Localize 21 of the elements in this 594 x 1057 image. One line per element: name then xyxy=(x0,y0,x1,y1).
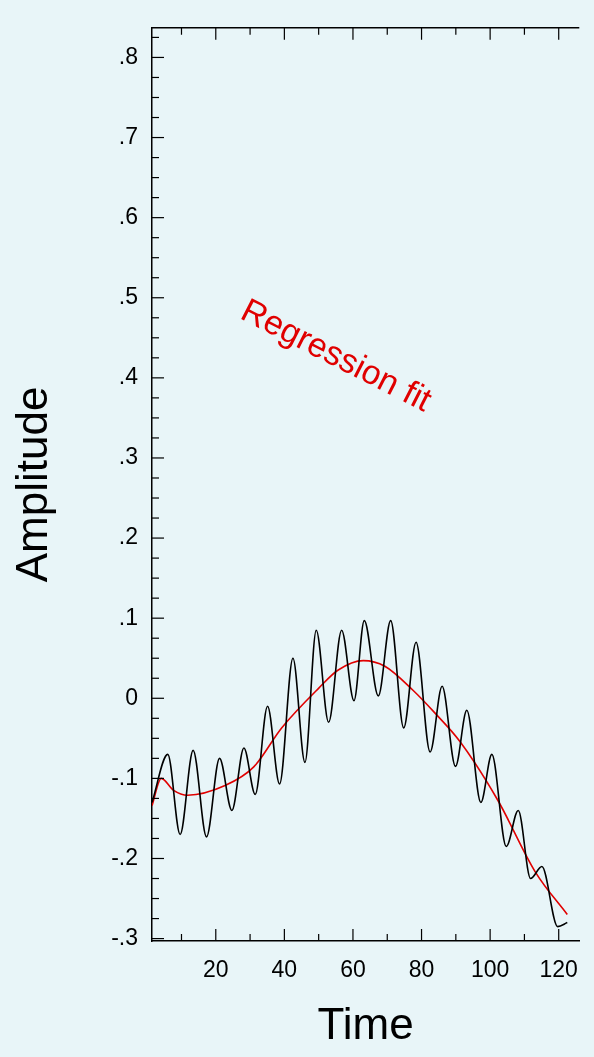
x-tick-label: 60 xyxy=(340,956,366,983)
y-tick-label: .4 xyxy=(118,363,139,390)
y-tick-label: .2 xyxy=(118,523,138,550)
y-tick-label: -.3 xyxy=(111,923,138,950)
y-tick-label: .3 xyxy=(118,443,138,470)
y-tick-label: -.1 xyxy=(111,763,138,790)
y-tick-label: .5 xyxy=(118,283,138,310)
x-tick-label: 40 xyxy=(271,956,298,983)
y-tick-label: .8 xyxy=(118,42,138,69)
line-series xyxy=(152,659,569,916)
y-tick-label: .1 xyxy=(118,603,138,630)
y-tick-label: .6 xyxy=(118,202,138,229)
x-tick-label: 20 xyxy=(202,956,229,983)
x-tick-label: 80 xyxy=(408,956,435,983)
x-axis-title: Time xyxy=(317,998,414,1048)
y-tick-label: .7 xyxy=(118,122,138,149)
x-tick-label: 120 xyxy=(539,956,578,983)
y-axis-title: Amplitude xyxy=(6,386,56,583)
y-tick-label: 0 xyxy=(125,683,138,710)
x-tick-label: 100 xyxy=(470,956,510,983)
y-tick-label: -.2 xyxy=(111,843,138,870)
